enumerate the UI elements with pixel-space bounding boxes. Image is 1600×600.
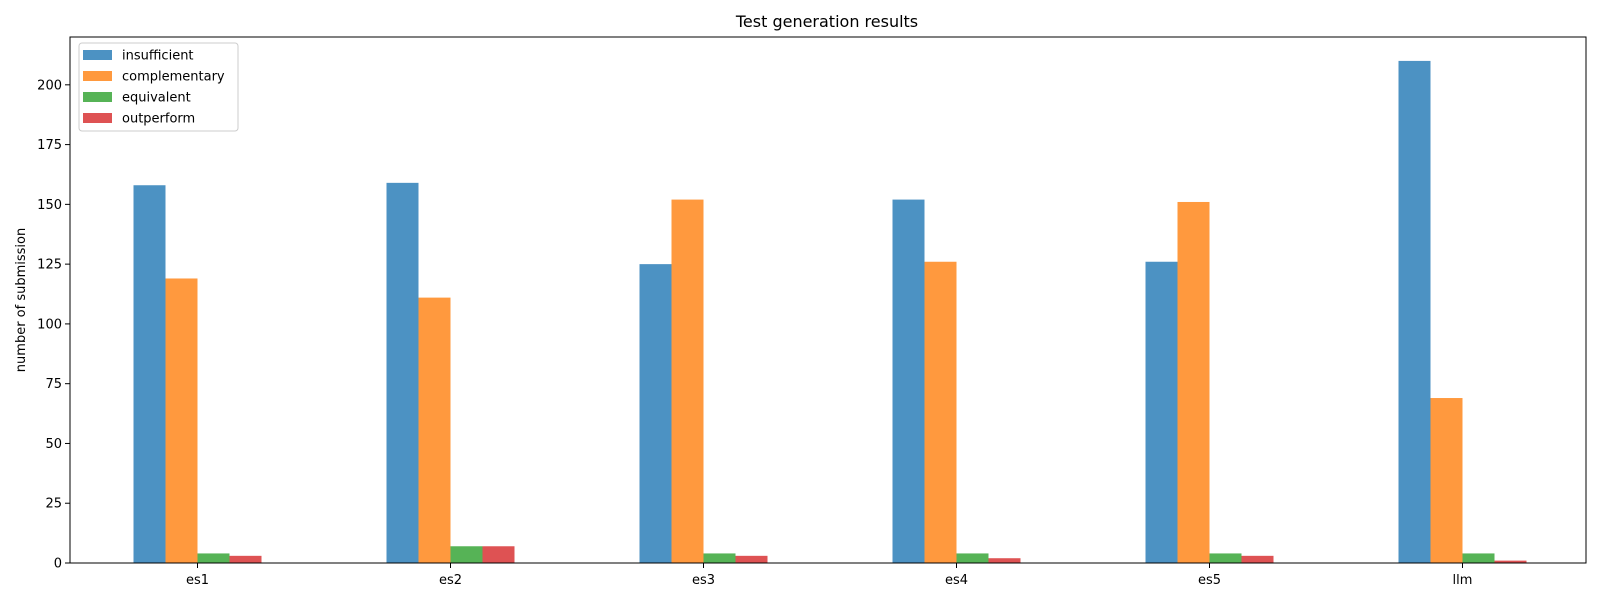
bar-equivalent-es1	[197, 553, 230, 563]
y-tick-label: 0	[54, 557, 62, 572]
legend-label-insufficient: insufficient	[122, 49, 194, 64]
legend-swatch-equivalent	[83, 92, 112, 102]
x-tick-label: es5	[1198, 573, 1221, 588]
legend: insufficient complementary equivalent outpe…	[78, 42, 239, 132]
y-tick-label: 200	[37, 78, 62, 93]
legend-swatch-complementary	[83, 71, 112, 81]
x-tick-label: es3	[692, 573, 715, 588]
bar-insufficient-es4	[892, 199, 925, 563]
bar-complementary-es5	[1177, 201, 1210, 564]
y-tick-label: 75	[45, 377, 62, 392]
bar-insufficient-es2	[386, 182, 419, 563]
y-tick-label: 25	[45, 497, 62, 512]
bar-outperform-llm	[1494, 560, 1527, 563]
bar-equivalent-es4	[956, 553, 989, 563]
bar-complementary-es1	[165, 278, 198, 563]
legend-swatch-outperform	[83, 113, 112, 123]
bar-insufficient-es3	[639, 264, 672, 563]
bar-complementary-es3	[671, 199, 704, 563]
bar-equivalent-es3	[703, 553, 736, 563]
bars-layer	[133, 60, 1527, 564]
bar-insufficient-es1	[133, 185, 166, 563]
y-tick-label: 175	[37, 138, 62, 153]
bar-outperform-es4	[988, 558, 1021, 563]
bar-outperform-es1	[229, 555, 262, 563]
x-tick-label: llm	[1453, 573, 1473, 588]
bar-complementary-llm	[1430, 398, 1463, 563]
y-tick-label: 50	[45, 437, 62, 452]
x-tick-label: es1	[186, 573, 209, 588]
legend-label-equivalent: equivalent	[122, 91, 191, 106]
legend-label-complementary: complementary	[122, 70, 225, 85]
chart-title: Test generation results	[735, 12, 918, 31]
bar-outperform-es2	[482, 546, 515, 563]
bar-complementary-es4	[924, 261, 957, 563]
bar-insufficient-es5	[1145, 261, 1178, 563]
x-tick-label: es4	[945, 573, 968, 588]
bar-outperform-es3	[735, 555, 768, 563]
legend-frame	[78, 42, 239, 132]
legend-label-outperform: outperform	[122, 112, 195, 127]
y-tick-label: 150	[37, 198, 62, 213]
plot-frame	[69, 36, 1587, 564]
y-tick-label: 125	[37, 258, 62, 273]
ticks-layer: 0 25 50 75 100 125 150 175 200 es1 es2 es3 es4 es5 llm	[37, 78, 1472, 588]
bar-insufficient-llm	[1398, 60, 1431, 564]
x-tick-label: es2	[439, 573, 462, 588]
bar-equivalent-es5	[1209, 553, 1242, 563]
bar-outperform-es5	[1241, 555, 1274, 563]
y-axis-label: number of submission	[14, 228, 29, 372]
bar-equivalent-es2	[450, 546, 483, 563]
bar-complementary-es2	[418, 297, 451, 563]
bar-equivalent-llm	[1462, 553, 1495, 563]
y-tick-label: 100	[37, 317, 62, 332]
legend-swatch-insufficient	[83, 50, 112, 60]
